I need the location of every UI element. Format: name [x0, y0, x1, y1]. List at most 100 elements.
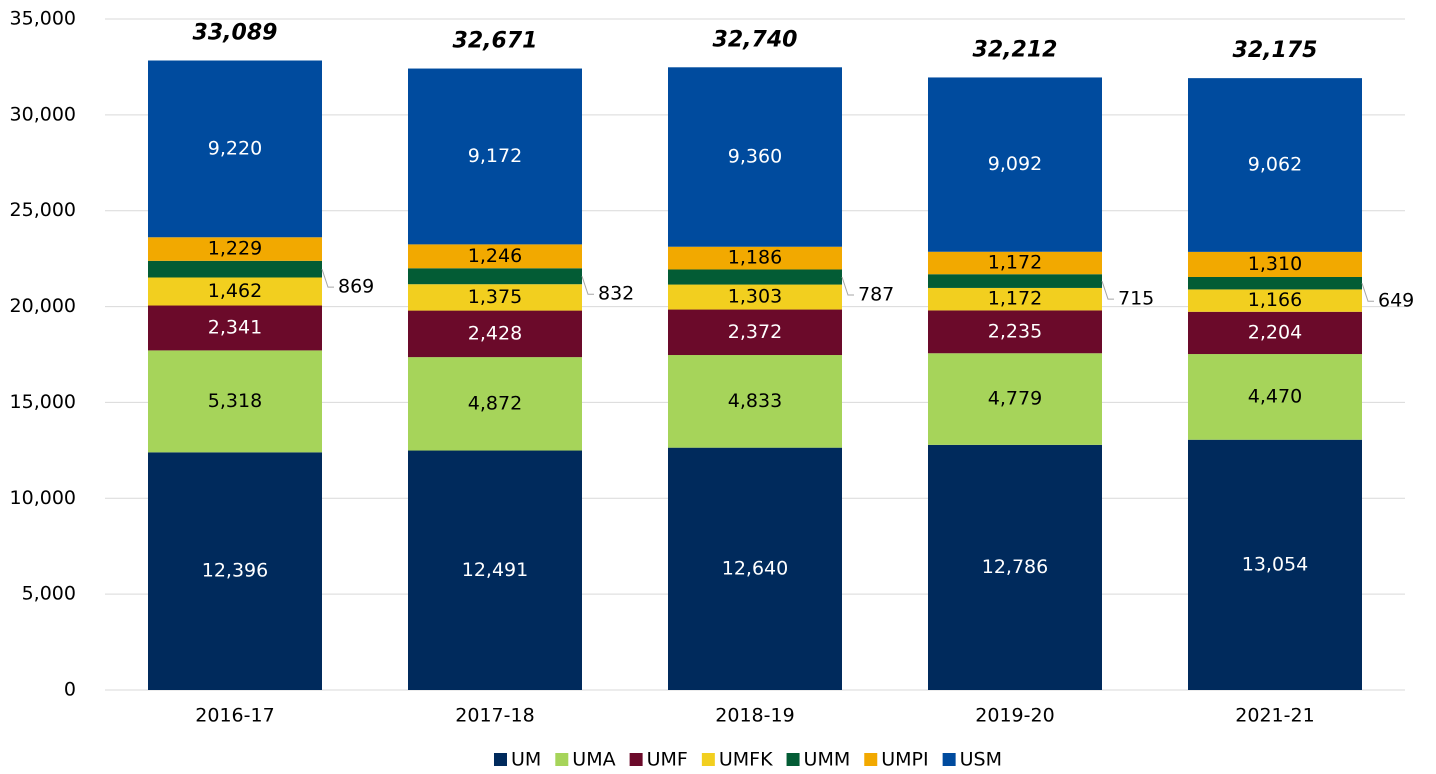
bar-segment	[148, 277, 322, 306]
data-label: 649	[1378, 290, 1414, 312]
data-label: 4,779	[988, 388, 1042, 410]
bar-segment	[1188, 289, 1362, 312]
x-tick-label: 2017-18	[455, 705, 534, 727]
bar-segment	[148, 60, 322, 238]
data-label: 4,833	[728, 390, 782, 412]
bar-segment	[928, 77, 1102, 252]
x-tick-label: 2018-19	[715, 705, 794, 727]
data-label: 9,220	[208, 137, 262, 159]
data-label: 2,235	[988, 320, 1042, 342]
bar-segment	[1188, 354, 1362, 440]
data-label: 9,360	[728, 146, 782, 168]
data-label: 12,491	[462, 559, 528, 581]
bar-segment	[148, 305, 322, 351]
total-label: 32,671	[453, 29, 538, 54]
bar-segment	[928, 444, 1102, 690]
leader-line	[841, 276, 854, 296]
bar-segment	[408, 450, 582, 690]
bar-segment	[928, 353, 1102, 445]
bar-segment	[148, 237, 322, 261]
data-label: 1,462	[208, 280, 262, 302]
bar-segment	[148, 260, 322, 278]
data-label: 12,786	[982, 556, 1048, 578]
bar-segment	[408, 244, 582, 269]
bar-segment	[408, 357, 582, 451]
data-label: 1,166	[1248, 289, 1302, 311]
bar-segment	[408, 68, 582, 245]
total-label: 32,175	[1233, 38, 1318, 63]
legend-swatch	[942, 753, 956, 766]
y-tick-label: 15,000	[10, 391, 76, 413]
bar-segment	[668, 269, 842, 285]
bar-segment	[1188, 251, 1362, 277]
bar-segment	[148, 452, 322, 690]
bar-segment	[668, 309, 842, 356]
y-tick-label: 20,000	[10, 295, 76, 317]
leader-line	[321, 269, 334, 288]
data-label: 4,470	[1248, 385, 1302, 407]
data-label: 715	[1118, 288, 1154, 310]
total-label: 32,212	[973, 37, 1058, 62]
data-label: 832	[598, 283, 634, 305]
legend-swatch	[493, 753, 507, 766]
data-label: 1,172	[988, 288, 1042, 310]
leader-line	[1361, 283, 1374, 302]
legend-swatch	[555, 753, 569, 766]
bar-segment	[928, 310, 1102, 354]
bar-segment	[928, 287, 1102, 311]
bar-segment	[148, 350, 322, 453]
y-tick-label: 5,000	[22, 583, 76, 605]
bar-segment	[1188, 276, 1362, 290]
bar-segment	[408, 268, 582, 285]
bar-segment	[1188, 439, 1362, 690]
legend-swatch	[864, 753, 878, 766]
data-label: 869	[338, 276, 374, 298]
data-label: 1,229	[208, 238, 262, 260]
x-tick-label: 2016-17	[195, 705, 274, 727]
data-label: 4,872	[468, 392, 522, 414]
legend-label: UMA	[572, 749, 615, 771]
data-label: 9,172	[468, 145, 522, 167]
data-label: 1,303	[728, 286, 782, 308]
data-label: 2,372	[728, 321, 782, 343]
data-label: 2,204	[1248, 321, 1302, 343]
bar-segment	[668, 447, 842, 690]
legend-label: UM	[511, 749, 541, 771]
y-tick-label: 0	[64, 679, 76, 701]
data-label: 1,186	[728, 247, 782, 269]
legend-swatch	[701, 753, 715, 766]
data-label: 12,396	[202, 560, 268, 582]
legend-label: UMF	[647, 749, 688, 771]
x-tick-label: 2021-21	[1235, 705, 1314, 727]
legend-swatch	[786, 753, 800, 766]
y-tick-label: 35,000	[10, 8, 76, 30]
data-label: 1,172	[988, 251, 1042, 273]
data-label: 9,092	[988, 153, 1042, 175]
y-tick-label: 10,000	[10, 487, 76, 509]
total-label: 33,089	[193, 21, 278, 46]
data-label: 5,318	[208, 390, 262, 412]
bar-segment	[1188, 311, 1362, 355]
bar-segment	[928, 274, 1102, 288]
y-tick-label: 25,000	[10, 199, 76, 221]
leader-line	[581, 276, 594, 295]
bar-segment	[668, 355, 842, 448]
data-label: 13,054	[1242, 553, 1308, 575]
x-tick-label: 2019-20	[975, 705, 1054, 727]
data-label: 1,246	[468, 245, 522, 267]
bar-segment	[1188, 78, 1362, 252]
legend-swatch	[629, 753, 643, 766]
legend-label: USM	[960, 749, 1002, 771]
data-label: 2,428	[468, 322, 522, 344]
data-label: 12,640	[722, 557, 788, 579]
y-tick-label: 30,000	[10, 103, 76, 125]
legend-label: UMPI	[881, 749, 928, 771]
bar-segment	[408, 310, 582, 358]
legend-label: UMM	[804, 749, 851, 771]
data-label: 2,341	[208, 316, 262, 338]
data-label: 1,375	[468, 286, 522, 308]
leader-line	[1101, 280, 1114, 300]
legend-label: UMFK	[719, 749, 773, 771]
total-label: 32,740	[713, 27, 798, 52]
